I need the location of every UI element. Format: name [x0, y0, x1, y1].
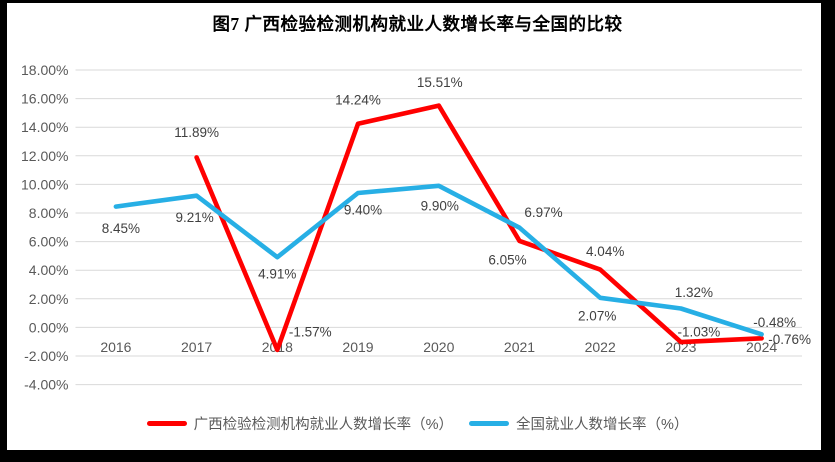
y-axis-tick-label: 8.00% — [29, 205, 69, 221]
x-axis-tick-label: 2022 — [585, 339, 616, 355]
data-label-series-1: 9.21% — [175, 210, 213, 225]
data-label-series-0: 4.04% — [586, 244, 624, 259]
x-axis-tick-label: 2024 — [746, 339, 777, 355]
y-axis-tick-label: 14.00% — [21, 119, 68, 135]
data-label-series-0: 6.05% — [488, 252, 526, 267]
data-label-series-0: 11.89% — [174, 125, 219, 140]
y-axis-tick-label: 4.00% — [29, 262, 69, 278]
legend-label-national: 全国就业人数增长率（%） — [516, 417, 689, 433]
legend-swatch-red-line — [146, 421, 187, 426]
x-axis-tick-label: 2021 — [504, 339, 535, 355]
x-axis-tick-label: 2019 — [342, 339, 373, 355]
data-label-series-1: 9.90% — [421, 198, 459, 213]
y-axis-tick-label: 2.00% — [29, 291, 69, 307]
y-axis-tick-label: 18.00% — [21, 62, 68, 78]
data-label-series-0: 15.51% — [417, 75, 463, 90]
y-axis-tick-label: 16.00% — [21, 91, 68, 107]
series-line-0 — [194, 103, 764, 353]
data-label-series-1: 6.97% — [524, 205, 562, 220]
data-label-series-0: -0.76% — [768, 332, 811, 347]
y-axis-tick-label: 0.00% — [29, 319, 69, 335]
data-label-series-1: 2.07% — [578, 308, 616, 323]
legend-label-guangxi: 广西检验检测机构就业人数增长率（%） — [193, 417, 453, 433]
data-label-series-1: 8.45% — [102, 221, 140, 236]
y-axis-tick-label: 12.00% — [21, 148, 68, 164]
x-axis-tick-label: 2020 — [423, 339, 454, 355]
data-label-series-1: 9.40% — [344, 203, 382, 218]
legend-swatch-blue-line — [469, 421, 509, 426]
data-label-series-1: 4.91% — [258, 267, 296, 282]
data-label-series-1: 1.32% — [675, 285, 713, 300]
chart-title: 图7 广西检验检测机构就业人数增长率与全国的比较 — [212, 14, 623, 34]
data-label-series-0: -1.03% — [678, 325, 721, 340]
data-label-series-1: -0.48% — [753, 315, 796, 330]
legend-item-guangxi: 广西检验检测机构就业人数增长率（%） — [146, 413, 453, 434]
y-axis-tick-label: 6.00% — [29, 234, 69, 250]
y-axis-tick-label: 10.00% — [21, 176, 68, 192]
x-axis-tick-label: 2017 — [181, 339, 212, 355]
data-label-series-0: 14.24% — [335, 92, 381, 107]
legend: 广西检验检测机构就业人数增长率（%） 全国就业人数增长率（%） — [0, 413, 835, 434]
series-line-1 — [113, 183, 764, 337]
x-axis-tick-label: 2016 — [100, 339, 131, 355]
y-axis-tick-label: -4.00% — [24, 377, 68, 393]
data-label-series-0: -1.57% — [289, 324, 332, 339]
y-axis-tick-label: -2.00% — [24, 348, 68, 364]
chart-panel — [7, 3, 821, 450]
legend-item-national: 全国就业人数增长率（%） — [469, 413, 688, 434]
